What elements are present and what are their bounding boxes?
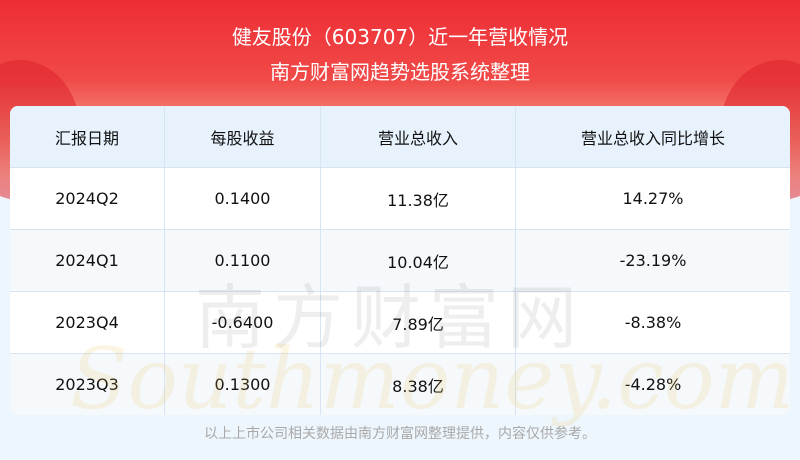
- table-cell: 2024Q2: [10, 168, 165, 229]
- table-cell: -8.38%: [624, 313, 682, 332]
- table-cell: 0.1400: [165, 168, 321, 229]
- table-row: 2023Q3 0.1300 8.38亿 -4.28%: [10, 354, 790, 415]
- page-subtitle: 南方财富网趋势选股系统整理: [270, 60, 530, 84]
- table-cell: -0.6400: [165, 292, 321, 353]
- table-row: 2024Q1 0.1100 10.04亿 -23.19%: [10, 230, 790, 292]
- table-row: 2024Q2 0.1400 11.38亿 14.27%: [10, 168, 790, 230]
- table-cell: -4.28%: [624, 375, 682, 394]
- table-cell: 7.89亿: [321, 292, 516, 353]
- table-cell: 0.1300: [165, 354, 321, 415]
- revenue-table: 汇报日期 每股收益 营业总收入 营业总收入同比增长 2024Q2 0.1400 …: [10, 106, 790, 415]
- table-cell: 2023Q4: [10, 292, 165, 353]
- table-cell: 2024Q1: [10, 230, 165, 291]
- table-cell: 11.38亿: [321, 168, 516, 229]
- table-cell: 8.38亿: [321, 354, 516, 415]
- page-title: 健友股份（603707）近一年营收情况: [231, 25, 569, 49]
- column-header: 每股收益: [165, 106, 321, 167]
- table-cell: 10.04亿: [321, 230, 516, 291]
- column-header: 汇报日期: [10, 106, 165, 167]
- table-cell: 0.1100: [165, 230, 321, 291]
- table-cell: 2023Q3: [10, 354, 165, 415]
- table-row: 2023Q4 -0.6400 7.89亿 -8.38%: [10, 292, 790, 354]
- table-cell: 14.27%: [622, 189, 684, 208]
- table-cell: -23.19%: [619, 251, 687, 270]
- footer-disclaimer: 以上上市公司相关数据由南方财富网整理提供，内容仅供参考。: [204, 426, 596, 442]
- column-header: 营业总收入: [321, 106, 516, 167]
- table-header: 汇报日期 每股收益 营业总收入 营业总收入同比增长: [10, 106, 790, 168]
- column-header: 营业总收入同比增长: [580, 128, 725, 148]
